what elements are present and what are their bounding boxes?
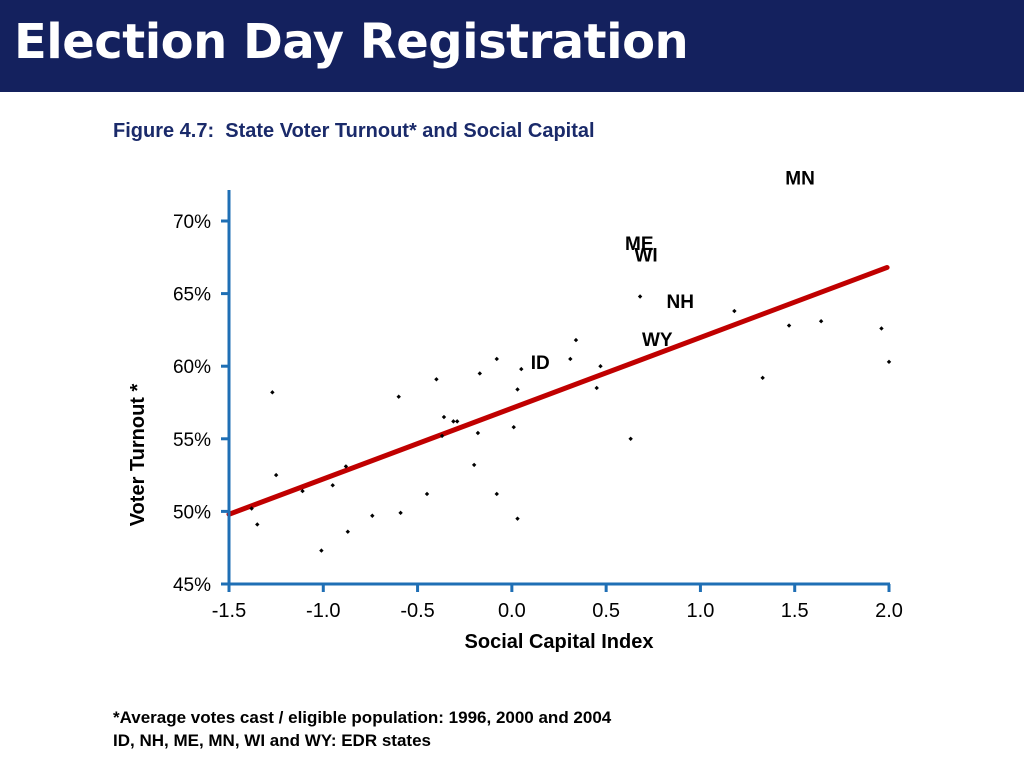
data-point bbox=[439, 433, 445, 439]
data-point bbox=[249, 506, 254, 511]
data-point bbox=[273, 472, 279, 478]
data-point bbox=[511, 424, 516, 430]
data-point bbox=[345, 529, 350, 534]
x-tick-label: -1.5 bbox=[212, 600, 246, 622]
y-tick-label: 70% bbox=[173, 212, 211, 233]
x-tick-label: 0.0 bbox=[498, 600, 526, 622]
data-point bbox=[451, 419, 456, 424]
x-tick-label: 0.5 bbox=[592, 600, 620, 622]
data-point bbox=[441, 414, 447, 420]
data-point bbox=[886, 359, 892, 365]
data-point bbox=[475, 430, 481, 436]
data-point bbox=[573, 337, 579, 343]
data-point bbox=[330, 483, 335, 488]
state-label-wi: WI bbox=[634, 246, 657, 267]
y-tick-label: 45% bbox=[173, 575, 211, 596]
data-point bbox=[319, 548, 324, 553]
data-point bbox=[519, 366, 524, 372]
footnotes: *Average votes cast / eligible populatio… bbox=[113, 706, 611, 752]
x-tick-label: 2.0 bbox=[875, 600, 903, 622]
data-point bbox=[637, 294, 643, 299]
y-tick-label: 50% bbox=[173, 502, 211, 523]
footnote-edr-states: ID, NH, ME, MN, WI and WY: EDR states bbox=[113, 731, 431, 750]
data-point bbox=[732, 308, 737, 314]
data-point bbox=[300, 488, 305, 494]
data-point bbox=[628, 436, 633, 441]
data-point bbox=[818, 318, 824, 324]
data-point bbox=[343, 464, 349, 469]
data-point bbox=[396, 394, 401, 399]
data-point bbox=[370, 513, 375, 518]
data-point bbox=[568, 356, 573, 362]
y-tick-label: 65% bbox=[173, 285, 211, 306]
state-label-me: ME bbox=[625, 234, 654, 255]
figure-caption: Figure 4.7: State Voter Turnout* and Soc… bbox=[113, 120, 595, 142]
data-point bbox=[786, 323, 792, 328]
data-point bbox=[515, 516, 520, 521]
data-point bbox=[477, 371, 482, 376]
slide-header: Election Day Registration bbox=[0, 0, 1024, 92]
data-point bbox=[471, 462, 477, 468]
data-point bbox=[270, 390, 275, 395]
state-label-id: ID bbox=[531, 353, 550, 374]
data-point bbox=[494, 356, 499, 362]
data-point bbox=[454, 419, 460, 424]
x-axis-title: Social Capital Index bbox=[465, 631, 654, 653]
data-point bbox=[879, 326, 884, 331]
data-point bbox=[398, 510, 403, 516]
state-label-nh: NH bbox=[666, 292, 693, 313]
y-tick-label: 55% bbox=[173, 430, 211, 451]
data-point bbox=[494, 491, 499, 497]
state-label-wy: WY bbox=[642, 330, 673, 351]
y-axis-title: Voter Turnout * bbox=[127, 383, 149, 526]
footnote-definition: *Average votes cast / eligible populatio… bbox=[113, 708, 612, 727]
data-point bbox=[424, 491, 430, 497]
x-tick-label: 1.5 bbox=[781, 600, 809, 622]
x-tick-label: -0.5 bbox=[400, 600, 434, 622]
state-label-mn: MN bbox=[785, 169, 815, 190]
x-tick-label: -1.0 bbox=[306, 600, 340, 622]
slide-title: Election Day Registration bbox=[14, 14, 689, 70]
data-point bbox=[760, 375, 765, 381]
data-point bbox=[255, 522, 260, 527]
y-tick-label: 60% bbox=[173, 357, 211, 378]
trend-line bbox=[226, 264, 890, 517]
data-point bbox=[598, 364, 603, 369]
data-point bbox=[594, 385, 599, 391]
data-point bbox=[515, 387, 520, 392]
data-point bbox=[434, 377, 439, 382]
x-tick-label: 1.0 bbox=[687, 600, 715, 622]
